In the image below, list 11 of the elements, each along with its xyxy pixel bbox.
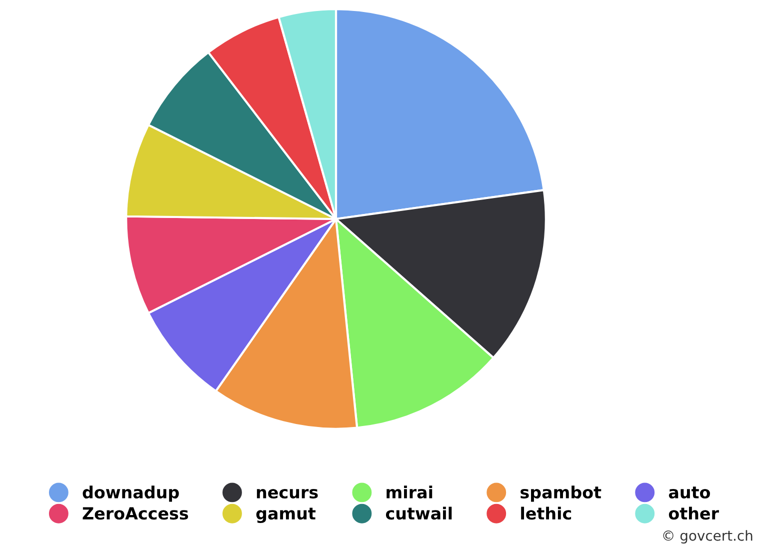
text: © govcert.ch [663, 530, 752, 544]
legend-label: downadup [82, 486, 179, 502]
legend-label: necurs [256, 488, 318, 499]
legend-label: auto [668, 486, 710, 499]
legend-label: cutwail [386, 506, 452, 520]
legend-label: gamut [256, 508, 316, 524]
legend-label: ZeroAccess [82, 507, 188, 520]
legend-label: spambot [520, 486, 602, 502]
legend-label: mirai [386, 486, 432, 499]
legend-label: other [668, 506, 719, 520]
legend-label: lethic [521, 506, 572, 520]
